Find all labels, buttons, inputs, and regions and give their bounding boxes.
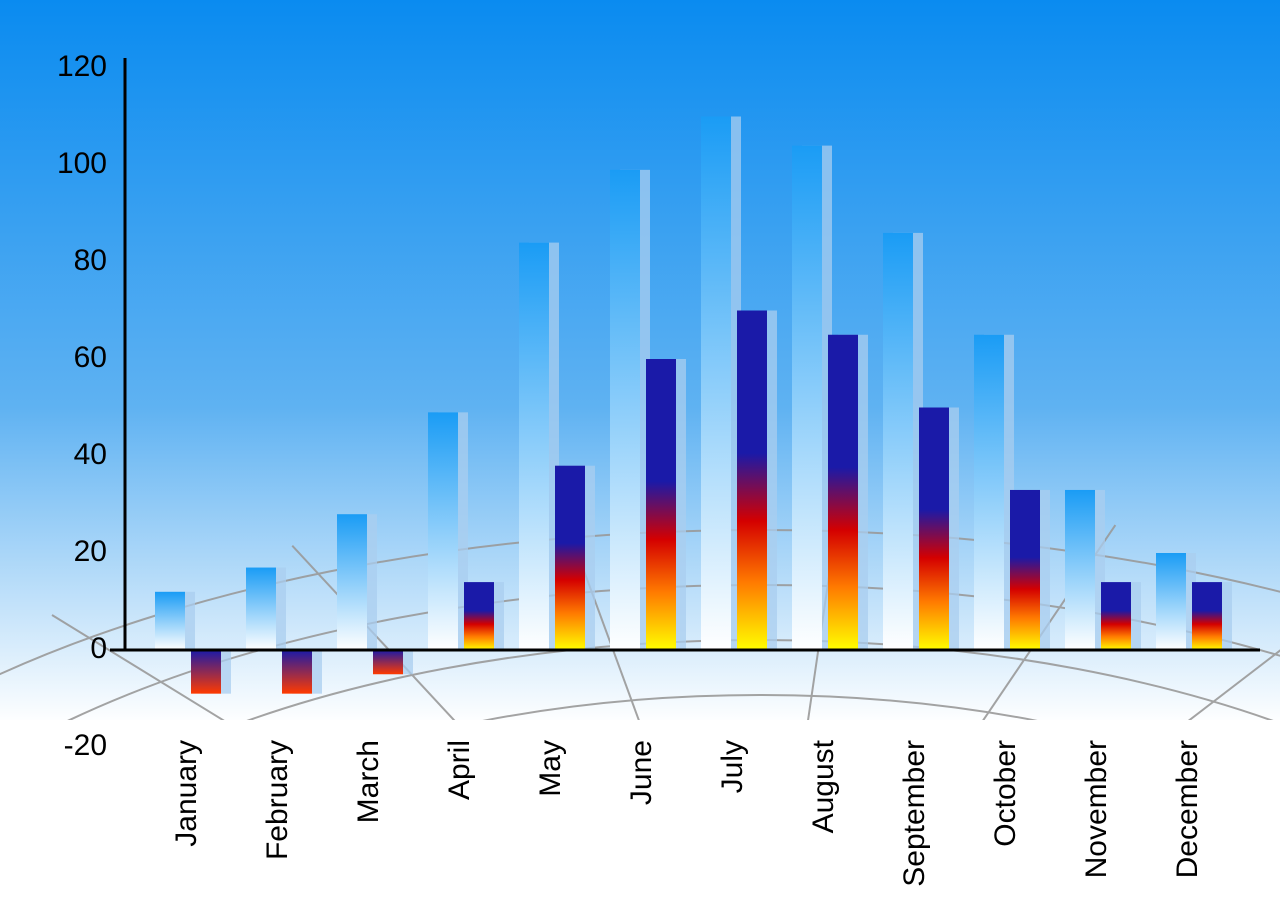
x-tick-label: April	[443, 740, 476, 800]
bar-seriesA	[519, 243, 549, 650]
y-tick-label: 0	[90, 632, 107, 665]
bar-seriesA	[883, 233, 913, 650]
bar-seriesA	[610, 170, 640, 650]
x-tick-label: March	[352, 740, 385, 823]
bar-seriesA	[974, 335, 1004, 650]
y-tick-label: 60	[74, 341, 107, 374]
bar-seriesB	[555, 466, 585, 650]
y-tick-label: -20	[64, 729, 107, 762]
bar-seriesB	[191, 650, 221, 694]
y-tick-label: 80	[74, 244, 107, 277]
x-tick-label: December	[1171, 740, 1204, 878]
chart-container: -20 0 20 40 60 80 100 120 January February March Ap…	[0, 0, 1280, 905]
x-tick-label: November	[1080, 740, 1113, 878]
bar-seriesB	[1192, 582, 1222, 650]
y-tick-label: 40	[74, 438, 107, 471]
bar-seriesA	[428, 412, 458, 650]
bar-seriesB	[1101, 582, 1131, 650]
bar-seriesA	[1156, 553, 1186, 650]
bar-seriesB	[737, 311, 767, 651]
bar-seriesB	[828, 335, 858, 650]
bar-seriesA	[701, 117, 731, 651]
chart-svg: -20 0 20 40 60 80 100 120 January February March Ap…	[0, 0, 1280, 905]
x-tick-label: January	[170, 740, 203, 847]
y-tick-label: 120	[57, 50, 107, 83]
bar-seriesB	[373, 650, 403, 674]
bar-seriesA	[792, 146, 822, 650]
x-tick-label: May	[534, 740, 567, 797]
bar-seriesB	[1010, 490, 1040, 650]
y-tick-label: 100	[57, 147, 107, 180]
x-tick-label: September	[898, 740, 931, 887]
x-tick-label: October	[989, 740, 1022, 847]
bar-seriesB	[646, 359, 676, 650]
x-tick-label: June	[625, 740, 658, 805]
bar-seriesA	[155, 592, 185, 650]
x-tick-label: February	[261, 740, 294, 860]
x-tick-label: July	[716, 740, 749, 793]
bar-seriesA	[337, 514, 367, 650]
bar-seriesA	[1065, 490, 1095, 650]
bar-seriesB	[464, 582, 494, 650]
bar-seriesA	[246, 568, 276, 650]
y-tick-label: 20	[74, 535, 107, 568]
x-tick-label: August	[807, 739, 840, 833]
bar-seriesB	[282, 650, 312, 694]
bar-seriesB	[919, 408, 949, 651]
